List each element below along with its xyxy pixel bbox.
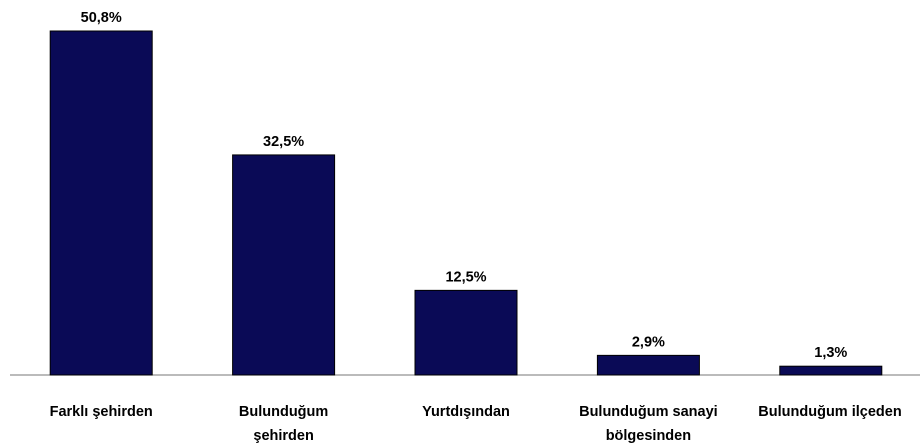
data-label: 50,8% bbox=[81, 10, 122, 26]
x-tick-label: Bulunduğum şehirden bbox=[238, 404, 329, 444]
bar bbox=[779, 365, 883, 376]
x-tick-label: Bulunduğum ilçeden bbox=[758, 404, 902, 420]
x-tick-label: Yurtdışından bbox=[422, 404, 510, 420]
data-label: 12,5% bbox=[445, 269, 486, 285]
data-label: 2,9% bbox=[632, 334, 665, 350]
data-label: 1,3% bbox=[814, 345, 847, 361]
x-tick-label: Bulunduğum sanayi bölgesinden bbox=[579, 404, 718, 444]
bar bbox=[232, 154, 336, 376]
data-label: 32,5% bbox=[263, 134, 304, 150]
x-tick-label: Farklı şehirden bbox=[49, 404, 153, 420]
bar bbox=[596, 354, 700, 376]
bar bbox=[414, 289, 518, 376]
bar bbox=[49, 30, 153, 376]
